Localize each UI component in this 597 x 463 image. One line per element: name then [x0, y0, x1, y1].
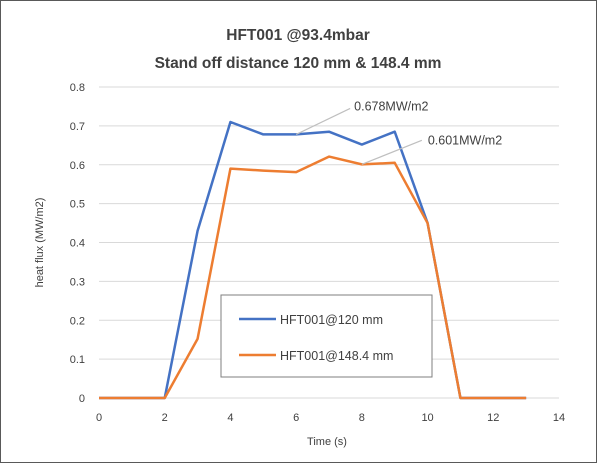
y-tick-label: 0.2 — [70, 315, 85, 327]
y-tick-label: 0.7 — [70, 121, 85, 133]
legend-box — [220, 294, 433, 378]
x-tick-label: 0 — [96, 412, 102, 424]
x-axis-ticks: 0 2 4 6 8 10 12 14 — [96, 412, 565, 424]
y-tick-label: 0.1 — [70, 354, 85, 366]
x-tick-label: 2 — [162, 412, 168, 424]
x-tick-label: 12 — [487, 412, 499, 424]
x-tick-label: 8 — [359, 412, 365, 424]
gridlines — [99, 86, 559, 399]
y-tick-label: 0.5 — [70, 199, 85, 211]
annotation-leader — [361, 139, 423, 165]
annotation-leader — [295, 107, 351, 135]
x-tick-label: 10 — [421, 412, 433, 424]
y-axis-ticks: 0 0.1 0.2 0.3 0.4 0.5 0.6 0.7 0.8 — [70, 82, 85, 405]
x-tick-label: 14 — [553, 412, 565, 424]
y-tick-label: 0 — [79, 393, 85, 405]
annotation-label: 0.601MW/m2 — [428, 133, 502, 147]
annotations: 0.678MW/m2 0.601MW/m2 — [295, 99, 502, 165]
annotation-label: 0.678MW/m2 — [354, 99, 428, 113]
chart-subtitle: Stand off distance 120 mm & 148.4 mm — [155, 55, 442, 72]
y-tick-label: 0.6 — [70, 160, 85, 172]
series-line-2 — [99, 155, 527, 400]
series-lines — [98, 120, 527, 400]
legend-entry-series-1: HFT001@120 mm — [280, 313, 383, 327]
x-tick-label: 6 — [293, 412, 299, 424]
y-tick-label: 0.8 — [70, 82, 85, 94]
x-axis-label: Time (s) — [307, 436, 347, 448]
y-tick-label: 0.3 — [70, 276, 85, 288]
y-tick-label: 0.4 — [70, 238, 85, 250]
x-tick-label: 4 — [227, 412, 233, 424]
chart-title: HFT001 @93.4mbar — [226, 27, 369, 44]
legend-entry-series-2: HFT001@148.4 mm — [280, 349, 393, 363]
legend: HFT001@120 mm HFT001@148.4 mm — [220, 294, 433, 378]
y-axis-label: heat flux (MW/m2) — [34, 198, 46, 288]
